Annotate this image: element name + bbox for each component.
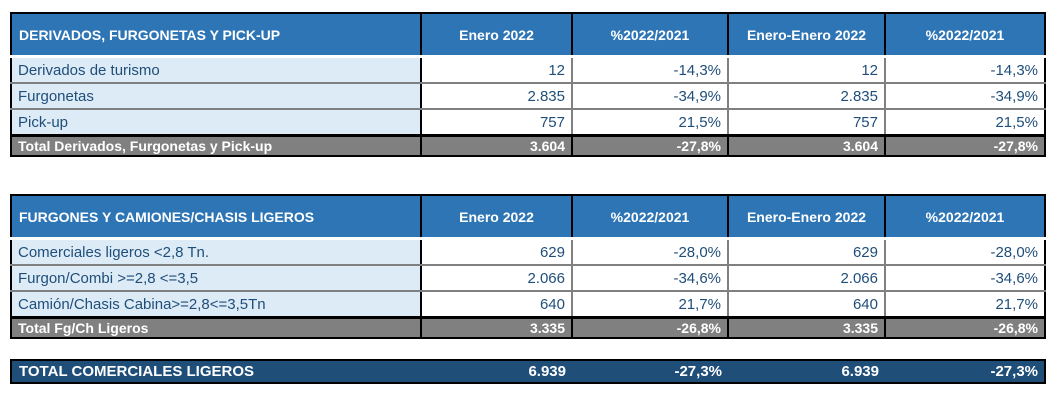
column-header-enero-enero-2022: Enero-Enero 2022 — [727, 194, 886, 240]
grand-total-value: -27,3% — [572, 360, 728, 383]
table-spacer — [10, 157, 1052, 194]
grand-total-label: TOTAL COMERCIALES LIGEROS — [11, 360, 421, 383]
column-header-pct-2022-2021: %2022/2021 — [571, 12, 729, 58]
row-label-cell: Camión/Chasis Cabina>=2,8<=3,5Tn — [10, 290, 422, 319]
furgones-table: FURGONES Y CAMIONES/CHASIS LIGEROS Enero… — [10, 194, 1046, 339]
value-cell: 629 — [420, 237, 573, 266]
column-header-enero-2022: Enero 2022 — [420, 194, 573, 240]
table-row: Pick-up 757 21,5% 757 21,5% — [10, 108, 1046, 137]
header-row: DERIVADOS, FURGONETAS Y PICK-UP Enero 20… — [10, 12, 1046, 58]
value-cell: 12 — [727, 55, 886, 84]
table-spacer — [10, 339, 1052, 359]
total-row: Total Fg/Ch Ligeros 3.335 -26,8% 3.335 -… — [10, 316, 1046, 339]
row-label-cell: Furgon/Combi >=2,8 <=3,5 — [10, 264, 422, 292]
value-cell: -34,6% — [884, 264, 1046, 292]
table-row: Camión/Chasis Cabina>=2,8<=3,5Tn 640 21,… — [10, 290, 1046, 319]
grand-total-bar: TOTAL COMERCIALES LIGEROS 6.939 -27,3% 6… — [10, 359, 1046, 384]
grand-total-value: -27,3% — [885, 360, 1045, 383]
total-value-cell: -27,8% — [884, 134, 1046, 157]
column-header-enero-2022: Enero 2022 — [420, 12, 573, 58]
total-value-cell: 3.335 — [727, 316, 886, 339]
total-value-cell: 3.335 — [420, 316, 573, 339]
value-cell: 640 — [420, 290, 573, 319]
value-cell: -34,6% — [571, 264, 729, 292]
value-cell: -14,3% — [884, 55, 1046, 84]
table-row: Comerciales ligeros <2,8 Tn. 629 -28,0% … — [10, 237, 1046, 266]
value-cell: 12 — [420, 55, 573, 84]
row-label-cell: Derivados de turismo — [10, 55, 422, 84]
value-cell: -14,3% — [571, 55, 729, 84]
table-title: FURGONES Y CAMIONES/CHASIS LIGEROS — [10, 194, 422, 240]
value-cell: 21,5% — [884, 108, 1046, 137]
column-header-enero-enero-2022: Enero-Enero 2022 — [727, 12, 886, 58]
value-cell: 2.835 — [727, 82, 886, 110]
total-value-cell: -26,8% — [571, 316, 729, 339]
table-row: Furgonetas 2.835 -34,9% 2.835 -34,9% — [10, 82, 1046, 110]
total-label-cell: Total Derivados, Furgonetas y Pick-up — [10, 134, 422, 157]
value-cell: -28,0% — [571, 237, 729, 266]
value-cell: 2.066 — [727, 264, 886, 292]
header-row: FURGONES Y CAMIONES/CHASIS LIGEROS Enero… — [10, 194, 1046, 240]
grand-total-value: 6.939 — [728, 360, 885, 383]
value-cell: 21,7% — [884, 290, 1046, 319]
value-cell: 21,5% — [571, 108, 729, 137]
column-header-pct-2022-2021-ytd: %2022/2021 — [884, 12, 1046, 58]
value-cell: 2.835 — [420, 82, 573, 110]
value-cell: 21,7% — [571, 290, 729, 319]
grand-total-row: TOTAL COMERCIALES LIGEROS 6.939 -27,3% 6… — [11, 360, 1045, 383]
total-row: Total Derivados, Furgonetas y Pick-up 3.… — [10, 134, 1046, 157]
value-cell: 629 — [727, 237, 886, 266]
table-title: DERIVADOS, FURGONETAS Y PICK-UP — [10, 12, 422, 58]
column-header-pct-2022-2021-ytd: %2022/2021 — [884, 194, 1046, 240]
value-cell: 757 — [420, 108, 573, 137]
total-value-cell: 3.604 — [420, 134, 573, 157]
grand-total-value: 6.939 — [421, 360, 572, 383]
table-row: Furgon/Combi >=2,8 <=3,5 2.066 -34,6% 2.… — [10, 264, 1046, 292]
derivados-table: DERIVADOS, FURGONETAS Y PICK-UP Enero 20… — [10, 12, 1046, 157]
total-value-cell: -27,8% — [571, 134, 729, 157]
value-cell: 640 — [727, 290, 886, 319]
total-value-cell: 3.604 — [727, 134, 886, 157]
table-row: Derivados de turismo 12 -14,3% 12 -14,3% — [10, 55, 1046, 84]
value-cell: -28,0% — [884, 237, 1046, 266]
row-label-cell: Furgonetas — [10, 82, 422, 110]
value-cell: -34,9% — [571, 82, 729, 110]
column-header-pct-2022-2021: %2022/2021 — [571, 194, 729, 240]
row-label-cell: Pick-up — [10, 108, 422, 137]
value-cell: 2.066 — [420, 264, 573, 292]
value-cell: 757 — [727, 108, 886, 137]
row-label-cell: Comerciales ligeros <2,8 Tn. — [10, 237, 422, 266]
total-label-cell: Total Fg/Ch Ligeros — [10, 316, 422, 339]
value-cell: -34,9% — [884, 82, 1046, 110]
total-value-cell: -26,8% — [884, 316, 1046, 339]
